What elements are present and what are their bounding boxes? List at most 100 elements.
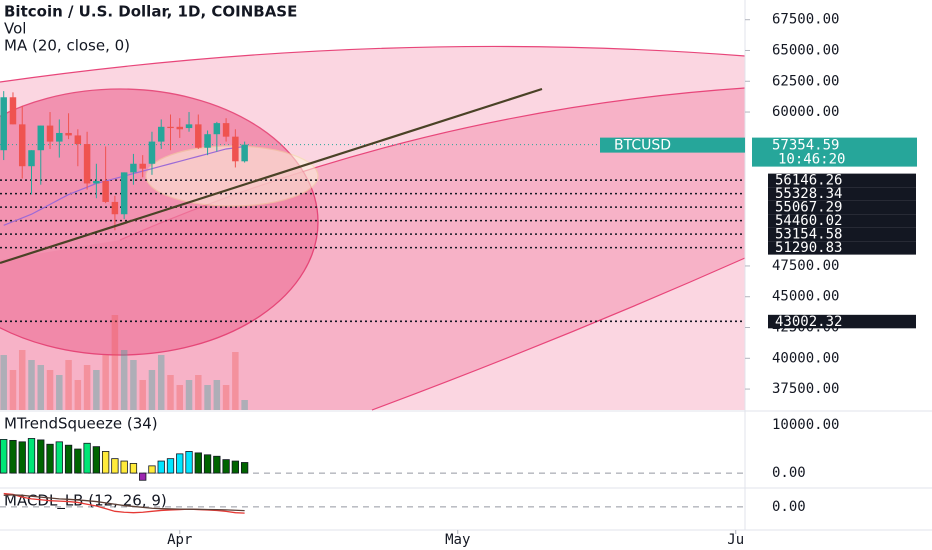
price-value-box — [752, 137, 917, 167]
volume-bar — [9, 370, 17, 410]
y-tick-label: 0.00 — [772, 465, 806, 481]
squeeze-bar — [37, 439, 45, 474]
candle-body — [74, 135, 82, 145]
squeeze-bar — [27, 438, 36, 474]
price-name: BTCUSD — [614, 138, 671, 154]
candle-body — [46, 125, 54, 142]
squeeze-bar — [18, 441, 26, 474]
price-value: 57354.59 — [772, 138, 839, 154]
volume-bar — [28, 360, 35, 410]
level-box — [768, 314, 916, 329]
volume-bar — [102, 355, 109, 410]
candle-body — [18, 124, 26, 167]
candle-body — [139, 163, 146, 169]
squeeze-bar — [0, 439, 8, 474]
candle-body — [9, 97, 17, 125]
squeeze-bar — [213, 455, 221, 474]
candle-body — [56, 132, 63, 142]
indicator-title: MTrendSqueeze (34) — [4, 415, 158, 433]
candle-body — [241, 144, 248, 162]
volume-bar — [93, 370, 100, 410]
volume-bar — [185, 380, 193, 410]
candle-body — [222, 123, 230, 137]
candle-body — [65, 132, 72, 136]
level-box — [768, 227, 916, 242]
squeeze-bar — [83, 442, 91, 474]
y-tick-label: 65000.00 — [772, 42, 839, 58]
candle-body — [0, 97, 7, 151]
level-label: 51290.83 — [775, 240, 842, 256]
outer-ellipse-edge — [0, 45, 746, 83]
squeeze-bar — [222, 459, 230, 474]
candle-body — [111, 201, 119, 215]
volume-bar — [195, 375, 202, 410]
price-axis: 67500.00 65000.00 62500.00 60000.00 47500.00… — [167, 12, 917, 548]
volume-bar — [46, 370, 54, 410]
macd-line — [3, 494, 245, 512]
volume-bar — [148, 370, 156, 410]
squeeze-bar — [176, 453, 184, 474]
candle-body — [213, 123, 221, 135]
squeeze-bar — [185, 451, 193, 474]
candle-body — [176, 126, 184, 130]
volume-bar — [139, 380, 146, 410]
level-label: 53154.58 — [775, 227, 842, 243]
y-tick-label: 47500.00 — [772, 258, 839, 274]
volume-legend: Vol — [4, 20, 26, 38]
chart-title: Bitcoin / U.S. Dollar, 1D, COINBASE — [4, 3, 297, 21]
lower-arc — [371, 257, 746, 411]
volume-bar — [65, 360, 72, 410]
trend-line — [0, 87, 543, 265]
candle-body — [167, 126, 174, 129]
volume-bar — [0, 355, 7, 410]
x-tick-label: Apr — [167, 532, 192, 548]
candle-body — [185, 124, 193, 129]
volume-bar — [213, 380, 221, 410]
candle-body — [37, 125, 45, 151]
ma-legend: MA (20, close, 0) — [4, 37, 130, 55]
x-tick-label: Ju — [727, 532, 744, 548]
candle-body — [130, 163, 137, 173]
volume-bar — [18, 350, 26, 410]
squeeze-bar — [120, 460, 128, 474]
level-box — [768, 173, 916, 188]
squeeze-bar — [148, 465, 156, 474]
volume-bar — [74, 380, 82, 410]
level-label: 43002.32 — [775, 314, 842, 330]
volume-bar — [176, 385, 184, 410]
squeeze-bar — [129, 463, 138, 474]
y-tick-label: 62500.00 — [772, 73, 839, 89]
price-countdown: 10:46:20 — [778, 152, 845, 168]
squeeze-bar — [111, 458, 119, 474]
level-box — [768, 187, 916, 201]
level-label: 55067.29 — [775, 200, 842, 216]
squeeze-bar — [64, 444, 73, 474]
candle-body — [120, 172, 128, 215]
squeeze-bar — [92, 446, 101, 474]
squeeze-bar — [55, 441, 63, 474]
volume-bar — [241, 400, 248, 410]
volume-bar — [111, 315, 119, 410]
volume-bar — [232, 352, 239, 410]
y-tick-label: 60000.00 — [772, 104, 839, 120]
level-label: 54460.02 — [775, 213, 842, 229]
y-tick-label: 10000.00 — [772, 417, 839, 433]
small-ellipse — [145, 145, 319, 207]
volume-bar — [222, 385, 230, 410]
squeeze-bar — [240, 462, 249, 474]
volume-bar — [130, 360, 137, 410]
price-box — [600, 137, 745, 153]
volume-bar — [120, 350, 128, 410]
y-tick-label: 67500.00 — [772, 12, 839, 28]
candle-body — [93, 180, 100, 184]
squeeze-bar — [74, 448, 82, 474]
level-box — [768, 214, 916, 228]
squeeze-bar — [157, 460, 165, 474]
volume-bar — [204, 385, 211, 410]
volume-bar — [167, 375, 174, 410]
y-tick-label: 40000.00 — [772, 350, 839, 366]
candle-body — [83, 144, 91, 184]
volume-bar — [83, 365, 91, 410]
